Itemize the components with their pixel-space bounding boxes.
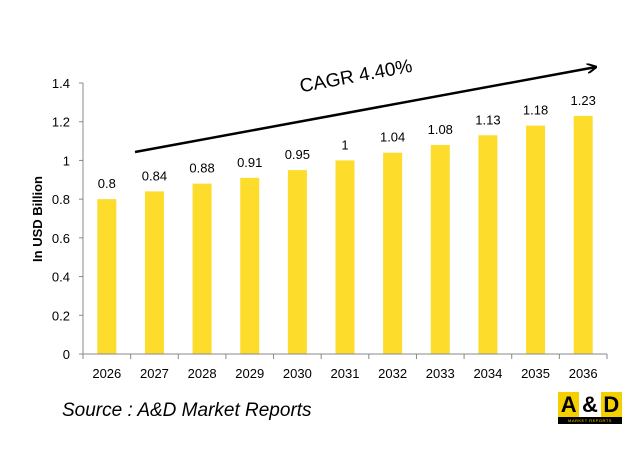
x-tick-label: 2026 — [92, 366, 121, 381]
data-label: 1.23 — [571, 93, 596, 108]
logo-subtitle: MARKET REPORTS — [558, 417, 622, 424]
bar — [287, 170, 307, 354]
logo-letter: D — [603, 392, 620, 417]
x-tick-label: 2033 — [426, 366, 455, 381]
bar — [430, 144, 450, 354]
y-tick-label: 0.4 — [52, 270, 70, 285]
x-tick-label: 2029 — [235, 366, 264, 381]
logo-letter: A — [560, 392, 577, 417]
bar — [240, 177, 260, 354]
bar — [97, 199, 117, 354]
x-tick-label: 2028 — [188, 366, 217, 381]
cagr-label: CAGR 4.40% — [298, 56, 414, 97]
bar — [144, 191, 164, 354]
x-tick-label: 2027 — [140, 366, 169, 381]
y-tick-label: 1 — [63, 153, 70, 168]
y-tick-label: 0.2 — [52, 308, 70, 323]
bar — [335, 160, 355, 354]
x-tick-label: 2032 — [378, 366, 407, 381]
bar — [192, 183, 212, 354]
data-label: 0.8 — [98, 176, 116, 191]
data-label: 1 — [341, 137, 348, 152]
data-label: 1.18 — [523, 103, 548, 118]
bar — [526, 125, 546, 354]
bar — [573, 115, 593, 355]
data-label: 0.84 — [142, 168, 167, 183]
data-label: 1.04 — [380, 130, 405, 145]
x-tick-label: 2030 — [283, 366, 312, 381]
data-label: 1.13 — [475, 112, 500, 127]
x-tick-label: 2034 — [473, 366, 502, 381]
y-tick-label: 1.4 — [52, 76, 70, 91]
bar — [478, 135, 498, 354]
data-label: 0.88 — [189, 161, 214, 176]
logo-amp: & — [579, 392, 601, 417]
y-tick-label: 0.6 — [52, 231, 70, 246]
data-label: 0.95 — [285, 147, 310, 162]
data-label: 1.08 — [428, 122, 453, 137]
x-tick-label: 2031 — [331, 366, 360, 381]
cagr-arrow — [134, 67, 596, 154]
y-tick-label: 0.8 — [52, 192, 70, 207]
brand-logo: A & D MARKET REPORTS — [558, 392, 622, 424]
data-label: 0.91 — [237, 155, 262, 170]
y-tick-label: 0 — [63, 347, 70, 362]
y-tick-label: 1.2 — [52, 115, 70, 130]
source-text: Source : A&D Market Reports — [62, 400, 312, 421]
y-axis-label: In USD Billion — [30, 176, 45, 262]
x-tick-label: 2036 — [569, 366, 598, 381]
bar — [383, 152, 403, 354]
x-tick-label: 2035 — [521, 366, 550, 381]
